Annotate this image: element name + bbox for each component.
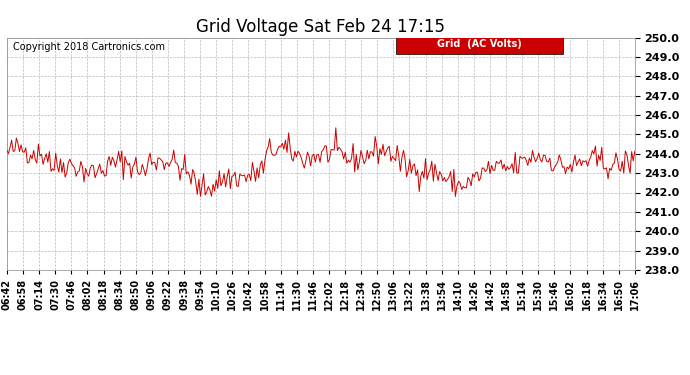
Text: Grid  (AC Volts): Grid (AC Volts) <box>437 39 522 49</box>
Bar <box>396 34 562 54</box>
Text: Copyright 2018 Cartronics.com: Copyright 2018 Cartronics.com <box>13 42 165 52</box>
Title: Grid Voltage Sat Feb 24 17:15: Grid Voltage Sat Feb 24 17:15 <box>197 18 445 36</box>
